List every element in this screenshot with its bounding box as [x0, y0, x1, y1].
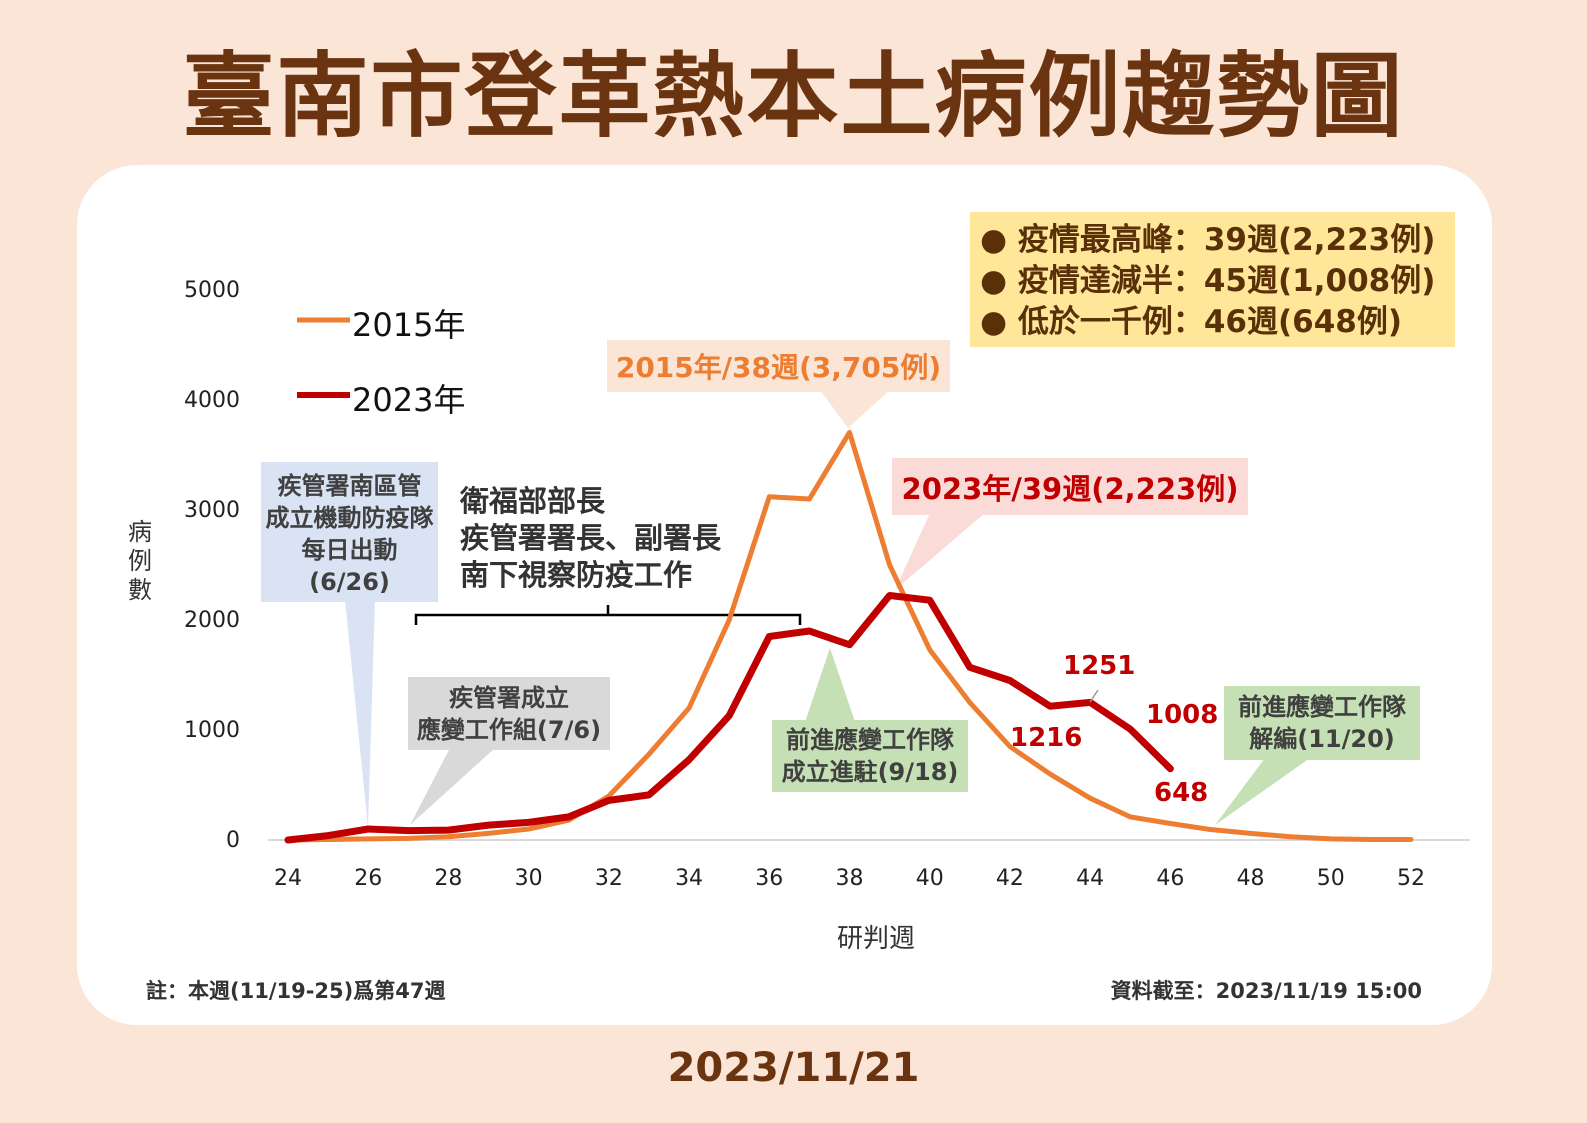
callout-line: 前進應變工作隊	[786, 726, 954, 754]
summary-item: ● 疫情最高峰：39週(2,223例)	[980, 222, 1436, 258]
peak2015-callout-box	[607, 340, 950, 392]
page-title: 臺南市登革熱本土病例趨勢圖	[182, 43, 1405, 150]
gray-callout-text: 疾管署成立 應變工作組(7/6)	[408, 682, 610, 746]
x-tick: 26	[354, 866, 383, 891]
footnote-left: 註：本週(11/19-25)爲第47週	[146, 979, 446, 1003]
y-tick: 3000	[184, 498, 240, 523]
x-tick: 30	[514, 866, 543, 891]
brace-text: 衛福部部長 疾管署署長、副署長 南下視察防疫工作	[460, 483, 721, 594]
peak2015-callout-pointer	[820, 390, 890, 428]
y-tick: 1000	[184, 718, 240, 743]
gray-callout-pointer	[410, 748, 495, 825]
green2-callout-text: 前進應變工作隊 解編(11/20)	[1224, 691, 1420, 755]
y-tick: 2000	[184, 608, 240, 633]
callout-line: 成立進駐(9/18)	[781, 758, 959, 786]
x-tick: 46	[1156, 866, 1185, 891]
series-line-2015年	[285, 429, 1414, 843]
x-tick: 50	[1316, 866, 1345, 891]
leader-line-1251	[1089, 689, 1099, 703]
x-tick: 38	[835, 866, 864, 891]
x-tick: 44	[1076, 866, 1105, 891]
data-label-wk45: 1008	[1146, 700, 1219, 730]
x-tick: 52	[1397, 866, 1425, 891]
footnote-right: 資料截至：2023/11/19 15:00	[1110, 979, 1422, 1003]
summary-text: ● 疫情最高峰：39週(2,223例) ● 疫情達減半：45週(1,008例) …	[980, 220, 1435, 343]
y-tick: 4000	[184, 388, 240, 413]
x-tick: 32	[594, 866, 623, 891]
data-label-wk46: 648	[1154, 778, 1209, 808]
callout-line: 疾管署南區管	[277, 472, 422, 500]
gray-callout-box	[408, 677, 610, 750]
x-tick: 28	[434, 866, 463, 891]
green2-callout-box	[1224, 686, 1420, 760]
x-tick: 24	[274, 866, 302, 891]
callout-line: 疾管署署長、副署長	[460, 521, 722, 555]
x-tick: 36	[755, 866, 784, 891]
peak2023-label: 2023年/39週(2,223例)	[901, 472, 1239, 506]
callout-line: 成立機動防疫隊	[265, 504, 434, 532]
callout-line: 前進應變工作隊	[1238, 693, 1406, 721]
callout-line: 南下視察防疫工作	[460, 558, 693, 592]
publish-date: 2023/11/21	[667, 1045, 920, 1091]
x-tick: 40	[915, 866, 944, 891]
x-tick: 34	[675, 866, 704, 891]
green1-callout-pointer	[805, 648, 855, 722]
legend-label-2015: 2015年	[352, 306, 466, 344]
x-tick: 48	[1236, 866, 1265, 891]
callout-line: 每日出動	[301, 536, 398, 564]
y-axis-label: 病例數	[128, 518, 152, 604]
x-tick: 42	[995, 866, 1024, 891]
summary-item: ● 低於一千例：46週(648例)	[980, 304, 1403, 340]
series-line-2023年	[284, 591, 1174, 844]
brace	[414, 605, 802, 625]
peak2015-label: 2015年/38週(3,705例)	[615, 351, 942, 384]
blue-callout-text: 疾管署南區管 成立機動防疫隊 每日出動 (6/26)	[261, 470, 438, 598]
y-tick: 0	[226, 828, 240, 853]
summary-box	[970, 212, 1455, 347]
green1-callout-text: 前進應變工作隊 成立進駐(9/18)	[772, 724, 968, 788]
summary-item: ● 疫情達減半：45週(1,008例)	[980, 263, 1436, 299]
x-axis-label: 研判週	[836, 924, 915, 954]
callout-line: (6/26)	[309, 568, 390, 596]
green2-callout-pointer	[1215, 758, 1310, 825]
peak2023-callout-box	[892, 458, 1248, 515]
data-label-wk43: 1216	[1010, 723, 1083, 753]
blue-callout-box	[261, 462, 438, 602]
callout-line: 衛福部部長	[460, 484, 606, 518]
data-label-wk44: 1251	[1063, 651, 1136, 681]
callout-line: 解編(11/20)	[1249, 725, 1395, 753]
callout-line: 應變工作組(7/6)	[416, 716, 602, 744]
peak2023-callout-pointer	[895, 513, 985, 590]
green1-callout-box	[772, 720, 968, 792]
y-tick: 5000	[184, 278, 240, 303]
legend-label-2023: 2023年	[352, 381, 466, 419]
blue-callout-pointer	[345, 600, 375, 828]
callout-line: 疾管署成立	[449, 684, 569, 712]
